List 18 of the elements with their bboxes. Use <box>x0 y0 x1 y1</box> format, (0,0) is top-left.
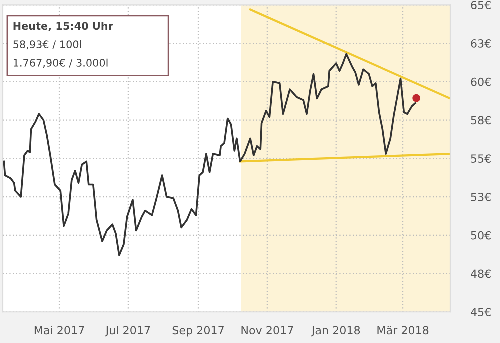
y-tick-label: 63€ <box>471 39 491 48</box>
annotation: Heute, 15:40 Uhr <box>14 22 114 32</box>
x-tick-label: Mai 2017 <box>34 326 84 335</box>
annotation: 58,93€ / 100l <box>14 40 82 50</box>
y-tick-label: 60€ <box>471 78 491 86</box>
x-tick-label: Sep 2017 <box>172 326 224 337</box>
x-tick-label: Jul 2017 <box>105 326 150 337</box>
y-tick-label: 50€ <box>471 231 491 240</box>
y-tick-label: 45€ <box>470 308 491 317</box>
y-tick-label: 55€ <box>471 154 491 164</box>
annotation: 1.767,90€ / 3.000l <box>14 58 108 68</box>
x-tick-label: Jan 2018 <box>311 326 360 337</box>
y-tick-label: 48€ <box>470 270 491 278</box>
x-tick-label: Mär 2018 <box>378 326 429 335</box>
y-tick-label: 58€ <box>471 116 491 125</box>
x-tick-label: Nov 2017 <box>242 326 294 335</box>
y-tick-label: 53€ <box>471 192 491 202</box>
y-tick-label: 65€ <box>471 1 491 10</box>
